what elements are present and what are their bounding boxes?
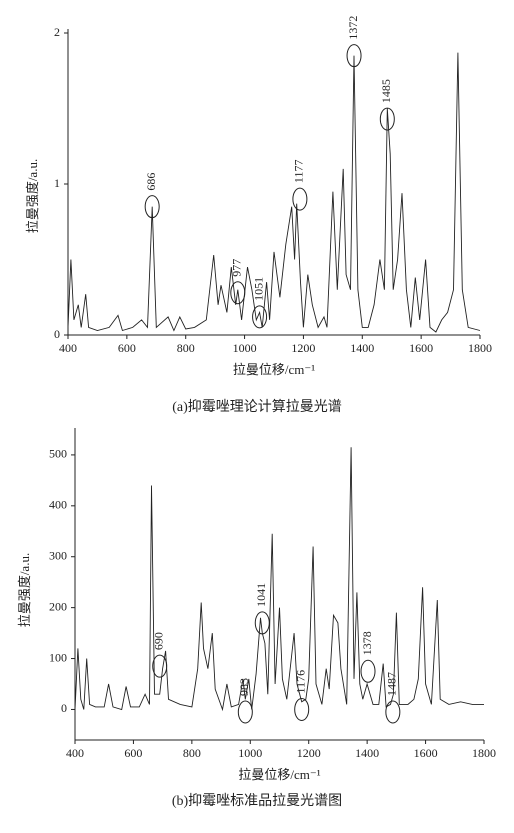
x-tick-label: 600 — [124, 746, 142, 760]
x-tick-label: 800 — [183, 746, 201, 760]
peak-label: 977 — [230, 259, 244, 277]
y-tick-label: 0 — [61, 701, 67, 715]
peak-marker — [346, 44, 362, 68]
x-tick-label: 1000 — [238, 746, 262, 760]
x-tick-label: 400 — [66, 746, 84, 760]
x-tick-label: 600 — [118, 341, 136, 355]
y-tick-label: 200 — [49, 599, 67, 613]
y-tick-label: 500 — [49, 447, 67, 461]
y-tick-label: 400 — [49, 498, 67, 512]
x-tick-label: 1800 — [468, 341, 492, 355]
peak-marker — [230, 281, 246, 305]
y-axis-label: 拉曼强度/a.u. — [25, 159, 40, 233]
x-tick-label: 1200 — [297, 746, 321, 760]
y-tick-label: 100 — [49, 650, 67, 664]
x-tick-label: 1600 — [414, 746, 438, 760]
peak-label: 1051 — [251, 277, 265, 301]
y-tick-label: 300 — [49, 548, 67, 562]
x-tick-label: 1400 — [355, 746, 379, 760]
x-tick-label: 1000 — [233, 341, 257, 355]
peak-label: 983 — [237, 678, 251, 696]
y-tick-label: 0 — [54, 327, 60, 341]
spectrum-line — [74, 447, 484, 712]
y-axis-label: 拉曼强度/a.u. — [17, 553, 32, 627]
peak-label: 1041 — [254, 583, 268, 607]
x-tick-label: 800 — [177, 341, 195, 355]
caption: (a)抑霉唑理论计算拉曼光谱 — [172, 399, 342, 415]
peak-marker — [360, 659, 376, 683]
peak-marker — [237, 700, 253, 724]
peak-label: 1177 — [292, 160, 306, 184]
x-axis-label: 拉曼位移/cm⁻¹ — [233, 362, 315, 377]
peak-marker — [144, 195, 160, 219]
peak-marker — [385, 700, 401, 724]
spectrum-line — [67, 52, 481, 333]
peak-label: 1176 — [293, 670, 307, 694]
peak-label: 1485 — [379, 79, 393, 103]
x-tick-label: 1600 — [409, 341, 433, 355]
peak-label: 690 — [151, 632, 165, 650]
x-tick-label: 1400 — [350, 341, 374, 355]
peak-marker — [152, 654, 168, 678]
x-tick-label: 400 — [59, 341, 77, 355]
peak-label: 1378 — [360, 631, 374, 655]
x-tick-label: 1200 — [291, 341, 315, 355]
peak-marker — [292, 187, 308, 211]
x-tick-label: 1800 — [472, 746, 496, 760]
peak-label: 686 — [144, 173, 158, 191]
x-axis-label: 拉曼位移/cm⁻¹ — [238, 767, 320, 782]
y-tick-label: 2 — [54, 25, 60, 39]
peak-marker — [379, 107, 395, 131]
peak-marker — [252, 305, 268, 329]
peak-label: 1487 — [385, 672, 399, 696]
peak-marker — [254, 611, 270, 635]
peak-label: 1372 — [346, 16, 360, 40]
y-tick-label: 1 — [54, 176, 60, 190]
caption: (b)抑霉唑标准品拉曼光谱图 — [172, 793, 342, 809]
peak-marker — [294, 697, 310, 721]
